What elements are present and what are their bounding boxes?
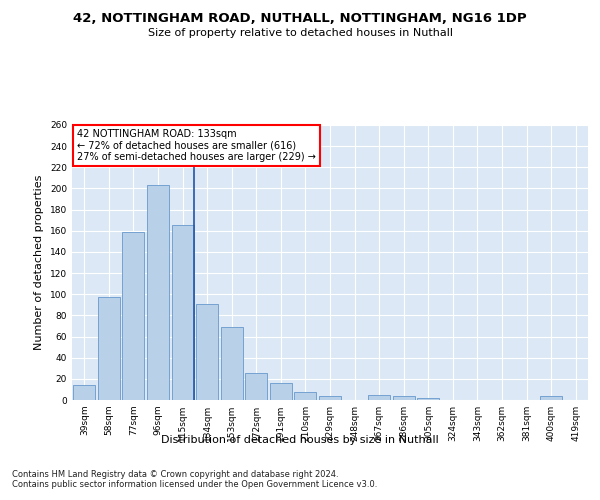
Bar — [196, 304, 218, 400]
Bar — [392, 396, 415, 400]
Y-axis label: Number of detached properties: Number of detached properties — [34, 175, 44, 350]
Bar — [540, 396, 562, 400]
Text: 42 NOTTINGHAM ROAD: 133sqm
← 72% of detached houses are smaller (616)
27% of sem: 42 NOTTINGHAM ROAD: 133sqm ← 72% of deta… — [77, 129, 316, 162]
Text: Contains public sector information licensed under the Open Government Licence v3: Contains public sector information licen… — [12, 480, 377, 489]
Bar — [147, 186, 169, 400]
Bar — [417, 398, 439, 400]
Bar — [221, 327, 243, 400]
Bar — [270, 383, 292, 400]
Bar — [172, 226, 194, 400]
Bar — [73, 385, 95, 400]
Bar — [295, 392, 316, 400]
Bar — [122, 232, 145, 400]
Text: Size of property relative to detached houses in Nuthall: Size of property relative to detached ho… — [148, 28, 452, 38]
Bar — [245, 372, 268, 400]
Bar — [368, 394, 390, 400]
Text: Contains HM Land Registry data © Crown copyright and database right 2024.: Contains HM Land Registry data © Crown c… — [12, 470, 338, 479]
Text: 42, NOTTINGHAM ROAD, NUTHALL, NOTTINGHAM, NG16 1DP: 42, NOTTINGHAM ROAD, NUTHALL, NOTTINGHAM… — [73, 12, 527, 26]
Bar — [98, 298, 120, 400]
Text: Distribution of detached houses by size in Nuthall: Distribution of detached houses by size … — [161, 435, 439, 445]
Bar — [319, 396, 341, 400]
